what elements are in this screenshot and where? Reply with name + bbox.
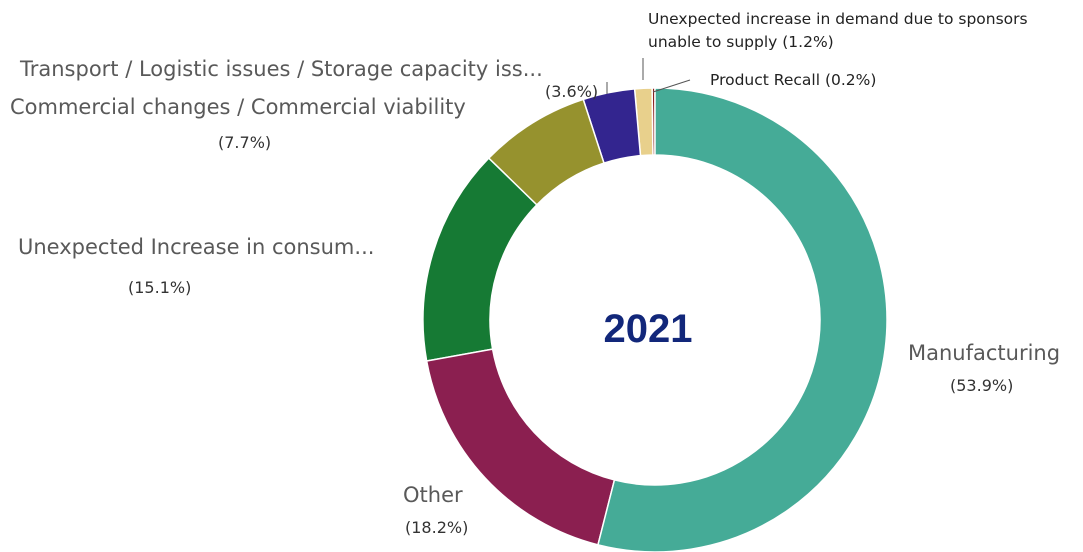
- slice-value-label: (18.2%): [405, 518, 469, 537]
- slice-value-label: (15.1%): [128, 278, 192, 297]
- slice-label: Other: [403, 483, 463, 507]
- slice-label: Transport / Logistic issues / Storage ca…: [20, 57, 543, 81]
- leader-line: [652, 79, 691, 93]
- slice-label: Product Recall: [710, 71, 821, 89]
- slice-value-label: (3.6%): [545, 82, 599, 101]
- slice-value-label: (7.7%): [218, 133, 272, 152]
- slice-value-label: (0.2%): [824, 71, 877, 89]
- slice-label: Manufacturing: [908, 341, 1061, 365]
- slice-value-label: (1.2%): [782, 33, 834, 51]
- slice-label: Commercial changes / Commercial viabilit…: [10, 95, 466, 119]
- slice-label-group: Unexpected increase in demand due to spo…: [648, 8, 1038, 54]
- donut-slice: [425, 348, 616, 546]
- slice-label-group: Product Recall (0.2%): [710, 69, 876, 92]
- donut-slice: [422, 157, 538, 362]
- slice-label: Unexpected Increase in consum...: [18, 235, 375, 259]
- donut-slice: [597, 87, 888, 552]
- donut-slice: [487, 98, 605, 206]
- donut-slice: [582, 88, 642, 165]
- slice-value-label: (53.9%): [950, 376, 1014, 395]
- slice-label: Unexpected increase in demand due to spo…: [648, 10, 1028, 51]
- center-title: 2021: [604, 307, 693, 351]
